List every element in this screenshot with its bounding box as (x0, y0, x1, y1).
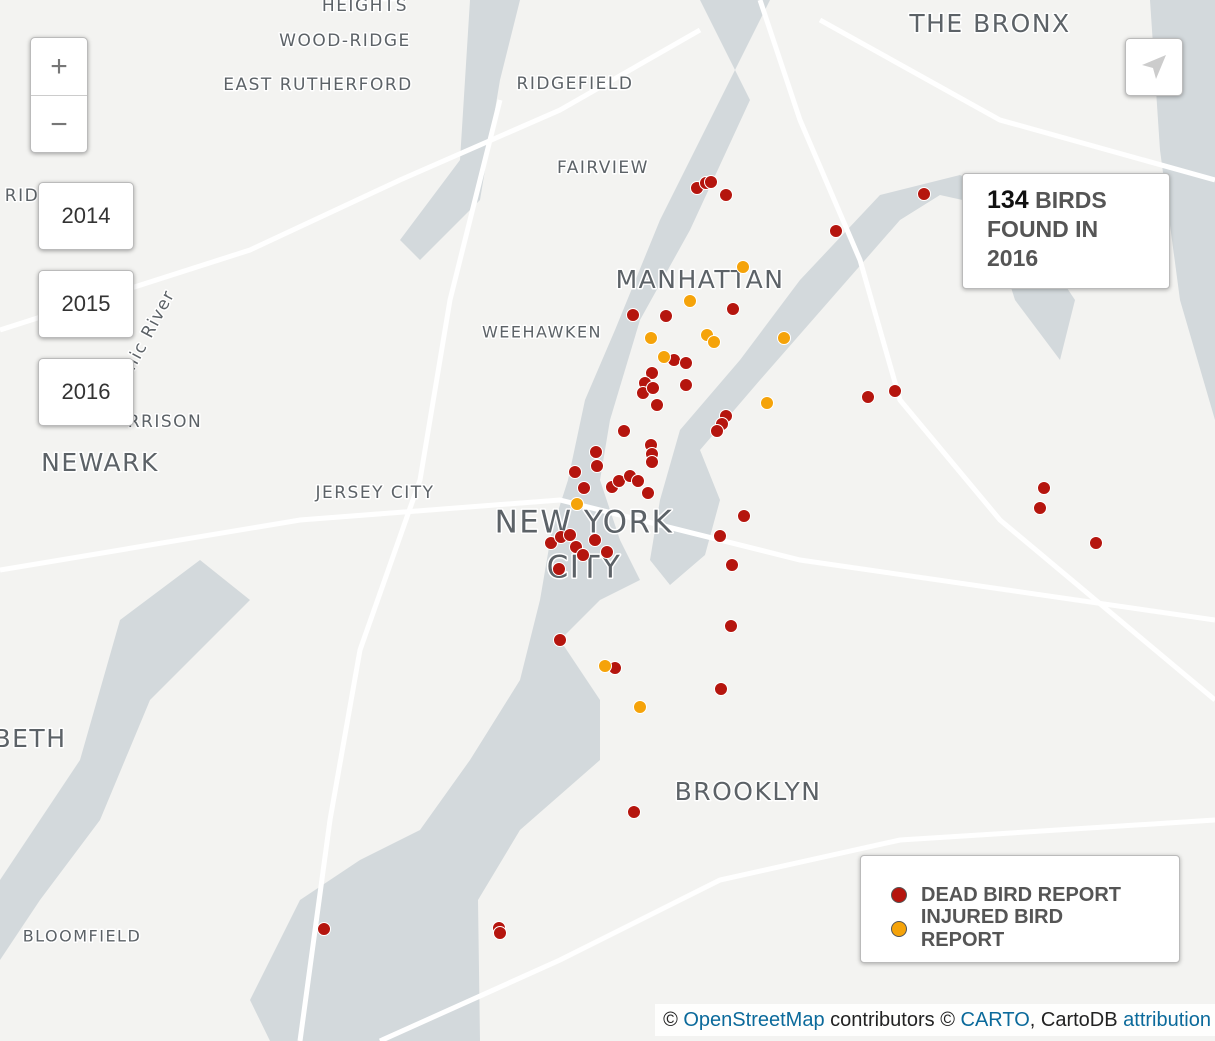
legend-swatch (891, 887, 907, 903)
dead-bird-marker[interactable] (724, 619, 738, 633)
place-label: BROOKLYN (675, 777, 822, 806)
year-button[interactable]: 2015 (38, 270, 134, 338)
place-label: WEEHAWKEN (482, 323, 602, 342)
dead-bird-marker[interactable] (704, 175, 718, 189)
legend: DEAD BIRD REPORT INJURED BIRD REPORT (860, 855, 1180, 963)
dead-bird-marker[interactable] (645, 366, 659, 380)
dead-bird-marker[interactable] (719, 188, 733, 202)
place-label: EAST RUTHERFORD (223, 75, 413, 95)
injured-bird-marker[interactable] (570, 497, 584, 511)
year-button[interactable]: 2016 (38, 358, 134, 426)
dead-bird-marker[interactable] (646, 381, 660, 395)
attribution-text: contributors © (830, 1009, 955, 1031)
dead-bird-marker[interactable] (568, 465, 582, 479)
dead-bird-marker[interactable] (627, 805, 641, 819)
dead-bird-marker[interactable] (563, 528, 577, 542)
info-text: FOUND IN (987, 216, 1099, 242)
place-label: FAIRVIEW (557, 158, 649, 178)
place-label: RRISON (128, 412, 203, 432)
dead-bird-marker[interactable] (888, 384, 902, 398)
locate-icon (1142, 55, 1166, 79)
dead-bird-marker[interactable] (1033, 501, 1047, 515)
legend-swatch (891, 921, 907, 937)
injured-bird-marker[interactable] (707, 335, 721, 349)
place-label: BLOOMFIELD (23, 927, 142, 946)
dead-bird-marker[interactable] (679, 378, 693, 392)
dead-bird-marker[interactable] (588, 533, 602, 547)
place-label: BETH (0, 724, 67, 753)
dead-bird-marker[interactable] (577, 481, 591, 495)
dead-bird-marker[interactable] (589, 445, 603, 459)
dead-bird-marker[interactable] (659, 309, 673, 323)
legend-label: INJURED BIRD REPORT (920, 906, 1064, 951)
dead-bird-marker[interactable] (725, 558, 739, 572)
osm-link[interactable]: OpenStreetMap (683, 1009, 825, 1031)
dead-bird-marker[interactable] (317, 922, 331, 936)
attribution: © OpenStreetMap contributors © CARTO, Ca… (655, 1004, 1215, 1036)
place-label: RID (5, 186, 39, 206)
dead-bird-marker[interactable] (493, 926, 507, 940)
dead-bird-marker[interactable] (917, 187, 931, 201)
carto-link[interactable]: CARTO (960, 1009, 1030, 1031)
legend-item: INJURED BIRD REPORT (891, 906, 1149, 951)
zoom-in-button[interactable]: + (31, 38, 87, 96)
info-text: BIRDS (1035, 187, 1107, 213)
place-label: RIDGEFIELD (517, 74, 634, 94)
dead-bird-marker[interactable] (641, 486, 655, 500)
place-label: HEIGHTS (322, 0, 408, 16)
dead-bird-marker[interactable] (737, 509, 751, 523)
dead-bird-marker[interactable] (552, 562, 566, 576)
dead-bird-marker[interactable] (626, 308, 640, 322)
dead-bird-marker[interactable] (714, 682, 728, 696)
dead-bird-marker[interactable] (617, 424, 631, 438)
dead-bird-marker[interactable] (1089, 536, 1103, 550)
legend-item: DEAD BIRD REPORT (891, 878, 1149, 912)
injured-bird-marker[interactable] (644, 331, 658, 345)
injured-bird-marker[interactable] (598, 659, 612, 673)
dead-bird-marker[interactable] (829, 224, 843, 238)
info-box: 134 BIRDS FOUND IN 2016 (962, 173, 1170, 289)
place-label: MANHATTAN (616, 265, 785, 294)
dead-bird-marker[interactable] (861, 390, 875, 404)
dead-bird-marker[interactable] (600, 545, 614, 559)
dead-bird-marker[interactable] (650, 398, 664, 412)
injured-bird-marker[interactable] (633, 700, 647, 714)
place-label: NEWARK (41, 448, 159, 477)
injured-bird-marker[interactable] (760, 396, 774, 410)
injured-bird-marker[interactable] (683, 294, 697, 308)
bird-count: 134 (987, 186, 1029, 214)
dead-bird-marker[interactable] (713, 529, 727, 543)
zoom-control: + − (30, 37, 88, 153)
place-label: JERSEY CITY (314, 483, 434, 503)
injured-bird-marker[interactable] (777, 331, 791, 345)
year-button[interactable]: 2014 (38, 182, 134, 250)
dead-bird-marker[interactable] (726, 302, 740, 316)
dead-bird-marker[interactable] (590, 459, 604, 473)
dead-bird-marker[interactable] (576, 548, 590, 562)
dead-bird-marker[interactable] (631, 474, 645, 488)
attribution-link[interactable]: attribution (1123, 1009, 1211, 1031)
info-text: 2016 (987, 245, 1039, 271)
dead-bird-marker[interactable] (710, 424, 724, 438)
dead-bird-marker[interactable] (679, 356, 693, 370)
place-label: NEW YORK (495, 505, 674, 541)
injured-bird-marker[interactable] (657, 350, 671, 364)
dead-bird-marker[interactable] (645, 455, 659, 469)
attribution-text: , CartoDB (1029, 1009, 1118, 1031)
zoom-out-button[interactable]: − (50, 107, 68, 141)
place-label: WOOD-RIDGE (279, 31, 411, 51)
locate-button[interactable] (1125, 38, 1183, 96)
dead-bird-marker[interactable] (1037, 481, 1051, 495)
dead-bird-marker[interactable] (553, 633, 567, 647)
legend-label: DEAD BIRD REPORT (921, 883, 1122, 906)
injured-bird-marker[interactable] (736, 260, 750, 274)
attribution-text: © (663, 1009, 678, 1031)
place-label: THE BRONX (908, 9, 1070, 38)
